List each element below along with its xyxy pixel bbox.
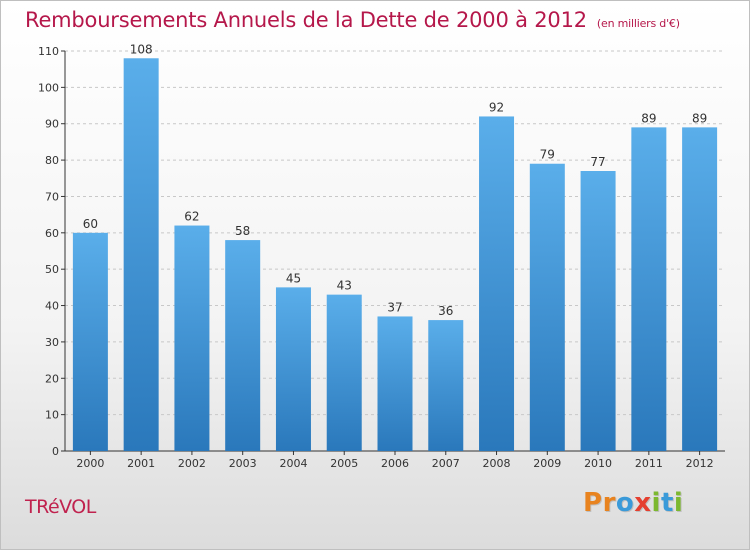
- y-tick-label: 80: [45, 154, 59, 167]
- x-tick-label: 2005: [330, 457, 358, 470]
- chart-subtitle: (en milliers d'€): [596, 17, 680, 30]
- data-label: 89: [692, 111, 707, 125]
- commune-name: TRéVOL: [25, 496, 96, 518]
- bar: [529, 163, 565, 451]
- y-tick-label: 10: [45, 409, 59, 422]
- bar: [123, 58, 159, 451]
- x-tick-label: 2004: [279, 457, 307, 470]
- x-tick-label: 2012: [686, 457, 714, 470]
- y-tick-label: 90: [45, 118, 59, 131]
- y-tick-label: 60: [45, 227, 59, 240]
- y-tick-label: 40: [45, 300, 59, 313]
- x-tick-label: 2007: [432, 457, 460, 470]
- y-tick-label: 100: [38, 81, 59, 94]
- data-label: 92: [489, 100, 504, 114]
- bars: [72, 58, 718, 452]
- x-tick-label: 2011: [635, 457, 663, 470]
- data-label: 77: [590, 155, 605, 169]
- x-tick-label: 2001: [127, 457, 155, 470]
- x-tick-label: 2003: [229, 457, 257, 470]
- data-label: 58: [235, 224, 250, 238]
- data-label: 62: [184, 210, 199, 224]
- logo-letter: r: [602, 488, 616, 518]
- x-tick-label: 2002: [178, 457, 206, 470]
- data-label: 45: [286, 271, 301, 285]
- labels: 0 10 20 30 40 50 60 70 80 90 100 110 60 2000 108 2001 62…: [38, 42, 714, 470]
- bar: [326, 294, 362, 451]
- title-text: Remboursements Annuels de la Dette de 20…: [25, 8, 587, 32]
- data-label: 36: [438, 304, 453, 318]
- bar: [225, 240, 261, 451]
- logo-letter: x: [634, 488, 652, 518]
- data-label: 37: [387, 300, 402, 314]
- bar: [428, 320, 464, 451]
- logo-letter: i: [673, 488, 684, 518]
- logo-letter: i: [651, 488, 661, 518]
- y-tick-label: 30: [45, 336, 59, 349]
- data-label: 79: [540, 148, 555, 162]
- logo-letter: o: [615, 488, 635, 518]
- logo-letter: P: [583, 488, 603, 518]
- y-tick-label: 70: [45, 190, 59, 203]
- y-tick-label: 50: [45, 263, 59, 276]
- bar: [72, 232, 108, 451]
- bar: [377, 316, 413, 451]
- logo-letter: t: [660, 488, 674, 518]
- x-tick-label: 2009: [533, 457, 561, 470]
- data-label: 60: [83, 217, 98, 231]
- y-tick-label: 20: [45, 372, 59, 385]
- bar: [631, 127, 667, 451]
- chart-title: Remboursements Annuels de la Dette de 20…: [25, 8, 680, 32]
- x-tick-label: 2008: [483, 457, 511, 470]
- data-label: 108: [130, 42, 153, 56]
- y-tick-label: 0: [52, 445, 59, 458]
- x-tick-label: 2000: [76, 457, 104, 470]
- x-tick-label: 2006: [381, 457, 409, 470]
- proxiti-logo: Proxiti: [583, 488, 683, 518]
- data-label: 43: [337, 279, 352, 293]
- data-label: 89: [641, 111, 656, 125]
- bar: [580, 171, 616, 451]
- bar: [174, 225, 210, 451]
- bar: [682, 127, 718, 451]
- bar: [479, 116, 515, 452]
- y-tick-label: 110: [38, 45, 59, 58]
- x-tick-label: 2010: [584, 457, 612, 470]
- bar: [275, 287, 311, 451]
